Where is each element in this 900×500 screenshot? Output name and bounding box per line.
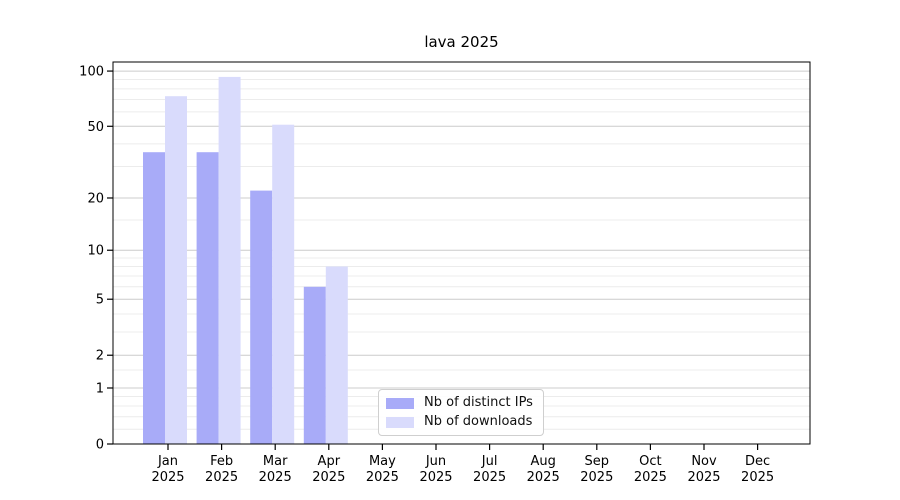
x-tick-label-month: Jan	[157, 454, 178, 469]
x-tick-label-year: 2025	[634, 470, 667, 485]
x-tick-label-year: 2025	[527, 470, 560, 485]
bar-feb-distinct-ips	[196, 152, 219, 444]
x-tick-label-month: Jul	[481, 454, 498, 469]
bar-feb-downloads	[218, 76, 241, 445]
bar-mar-downloads	[272, 124, 295, 444]
y-tick-label: 100	[79, 65, 104, 80]
legend-swatch-downloads	[386, 416, 414, 428]
x-tick-label-month: Apr	[318, 454, 341, 469]
bar-apr-downloads	[325, 266, 348, 444]
x-tick-label-year: 2025	[741, 470, 774, 485]
x-tick-label-month: Dec	[745, 454, 770, 469]
x-tick-label-month: Feb	[210, 454, 233, 469]
x-tick-label-month: Aug	[531, 454, 556, 469]
x-tick-label-month: Sep	[585, 454, 610, 469]
y-tick-label: 2	[96, 349, 104, 364]
bar-apr-distinct-ips	[303, 286, 326, 444]
x-tick-label-year: 2025	[312, 470, 345, 485]
legend: Nb of distinct IPs Nb of downloads	[378, 389, 544, 436]
legend-label-downloads: Nb of downloads	[424, 414, 533, 429]
y-tick-label: 20	[87, 191, 104, 206]
x-tick-label-year: 2025	[473, 470, 506, 485]
x-tick-label-month: Oct	[639, 454, 661, 469]
x-tick-label-year: 2025	[687, 470, 720, 485]
legend-item-downloads: Nb of downloads	[386, 414, 537, 430]
legend-label-distinct-ips: Nb of distinct IPs	[424, 395, 533, 410]
bar-jan-distinct-ips	[143, 152, 165, 444]
x-tick-label-month: Nov	[691, 454, 717, 469]
y-tick-label: 50	[87, 120, 104, 135]
x-tick-label-year: 2025	[580, 470, 613, 485]
y-tick-label: 1	[96, 381, 104, 396]
y-tick-label: 5	[96, 293, 104, 308]
x-tick-label-year: 2025	[151, 470, 184, 485]
x-tick-label-year: 2025	[366, 470, 399, 485]
x-tick-label-year: 2025	[419, 470, 452, 485]
bar-jan-downloads	[165, 96, 187, 444]
y-tick-label: 10	[87, 244, 104, 259]
bar-mar-distinct-ips	[250, 190, 273, 444]
legend-swatch-distinct-ips	[386, 397, 414, 409]
x-tick-label-month: Mar	[263, 454, 288, 469]
x-tick-label-month: Jun	[425, 454, 446, 469]
chart-title: lava 2025	[424, 33, 499, 51]
y-tick-label: 0	[96, 438, 104, 453]
plot-border	[112, 61, 811, 445]
x-tick-label-year: 2025	[205, 470, 238, 485]
legend-item-distinct-ips: Nb of distinct IPs	[386, 395, 537, 411]
x-tick-label-year: 2025	[259, 470, 292, 485]
x-tick-label-month: May	[369, 454, 396, 469]
